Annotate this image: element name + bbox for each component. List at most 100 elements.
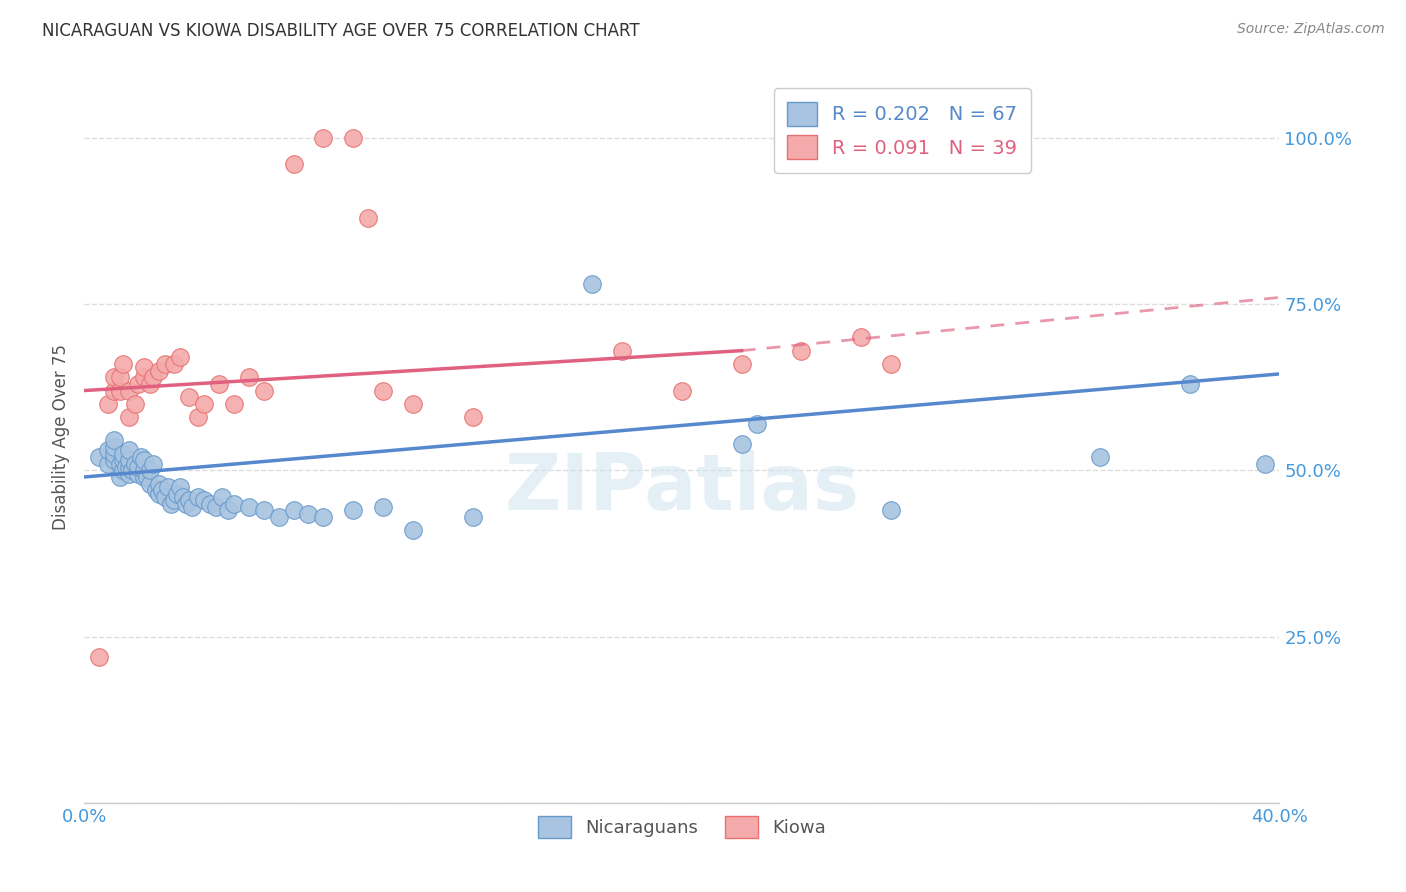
Point [163, 493, 186, 508]
Point [357, 211, 380, 225]
Point [110, 384, 132, 398]
Point [1253, 457, 1275, 471]
Point [790, 343, 813, 358]
Point [581, 277, 603, 292]
Point [222, 397, 245, 411]
Point [177, 390, 200, 404]
Point [118, 460, 141, 475]
Point [127, 467, 149, 481]
Point [124, 397, 146, 411]
Point [132, 370, 156, 384]
Point [150, 483, 173, 498]
Point [118, 443, 141, 458]
Point [342, 503, 364, 517]
Point [148, 363, 170, 377]
Point [97, 443, 120, 458]
Point [205, 500, 228, 514]
Point [139, 463, 162, 477]
Point [267, 509, 290, 524]
Point [1178, 376, 1201, 391]
Point [880, 357, 903, 371]
Point [121, 463, 143, 477]
Point [103, 447, 125, 461]
Point [110, 370, 132, 384]
Point [222, 497, 245, 511]
Point [103, 453, 125, 467]
Point [112, 463, 135, 477]
Point [118, 410, 141, 425]
Point [112, 453, 135, 467]
Point [342, 131, 364, 145]
Point [142, 370, 165, 384]
Point [145, 483, 167, 498]
Point [169, 351, 191, 365]
Point [731, 436, 754, 450]
Point [312, 131, 335, 145]
Point [163, 357, 186, 371]
Point [166, 486, 188, 500]
Text: NICARAGUAN VS KIOWA DISABILITY AGE OVER 75 CORRELATION CHART: NICARAGUAN VS KIOWA DISABILITY AGE OVER … [42, 22, 640, 40]
Point [172, 490, 194, 504]
Point [153, 490, 176, 504]
Point [253, 503, 276, 517]
Point [118, 384, 141, 398]
Point [103, 434, 125, 448]
Point [97, 457, 120, 471]
Point [124, 457, 146, 471]
Point [217, 503, 239, 517]
Point [187, 410, 209, 425]
Point [142, 457, 165, 471]
Point [671, 384, 693, 398]
Point [238, 500, 260, 514]
Point [160, 497, 183, 511]
Point [1090, 450, 1112, 464]
Point [139, 476, 162, 491]
Point [177, 493, 200, 508]
Point [461, 509, 484, 524]
Point [132, 470, 156, 484]
Point [157, 480, 180, 494]
Point [174, 497, 197, 511]
Point [118, 453, 141, 467]
Point [112, 447, 135, 461]
Text: ZIPatlas: ZIPatlas [505, 450, 859, 526]
Point [731, 357, 754, 371]
Point [110, 457, 132, 471]
Point [112, 357, 135, 371]
Point [89, 649, 111, 664]
Legend: Nicaraguans, Kiowa: Nicaraguans, Kiowa [531, 808, 832, 845]
Point [127, 376, 149, 391]
Point [169, 480, 191, 494]
Point [312, 509, 335, 524]
Point [103, 440, 125, 454]
Point [148, 486, 170, 500]
Point [181, 500, 204, 514]
Point [193, 397, 215, 411]
Point [851, 330, 873, 344]
Point [461, 410, 484, 425]
Point [132, 463, 156, 477]
Point [198, 497, 221, 511]
Point [253, 384, 276, 398]
Point [612, 343, 634, 358]
Point [97, 397, 120, 411]
Point [103, 384, 125, 398]
Point [129, 450, 152, 464]
Point [402, 397, 425, 411]
Point [132, 360, 156, 375]
Point [283, 157, 305, 171]
Point [132, 453, 156, 467]
Point [402, 523, 425, 537]
Point [297, 507, 319, 521]
Point [211, 490, 233, 504]
Point [880, 503, 903, 517]
Point [208, 376, 231, 391]
Text: Source: ZipAtlas.com: Source: ZipAtlas.com [1237, 22, 1385, 37]
Point [373, 384, 395, 398]
Point [373, 500, 395, 514]
Point [193, 493, 215, 508]
Point [283, 503, 305, 517]
Point [89, 450, 111, 464]
Point [187, 490, 209, 504]
Point [136, 470, 159, 484]
